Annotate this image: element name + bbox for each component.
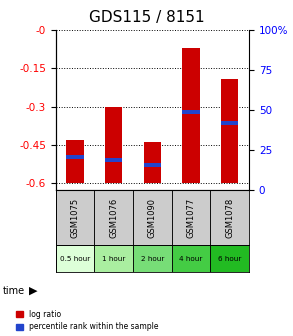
- Text: GSM1075: GSM1075: [71, 198, 79, 238]
- Bar: [210, 191, 249, 245]
- Text: GDS115 / 8151: GDS115 / 8151: [89, 10, 204, 25]
- Text: 6 hour: 6 hour: [218, 256, 241, 261]
- Bar: [172, 191, 210, 245]
- Text: 1 hour: 1 hour: [102, 256, 125, 261]
- Bar: [66, 155, 84, 159]
- Text: 2 hour: 2 hour: [141, 256, 164, 261]
- Bar: [144, 142, 161, 183]
- Text: 0.5 hour: 0.5 hour: [60, 256, 90, 261]
- Text: 4 hour: 4 hour: [179, 256, 203, 261]
- Text: ▶: ▶: [29, 286, 38, 296]
- Bar: [133, 245, 172, 272]
- Bar: [133, 191, 172, 245]
- Bar: [56, 191, 94, 245]
- Bar: [172, 245, 210, 272]
- Bar: [94, 191, 133, 245]
- Bar: [105, 107, 122, 183]
- Bar: [66, 139, 84, 183]
- Bar: [182, 110, 200, 114]
- Text: GSM1077: GSM1077: [187, 198, 195, 238]
- Legend: log ratio, percentile rank within the sample: log ratio, percentile rank within the sa…: [16, 309, 160, 332]
- Bar: [144, 163, 161, 167]
- Text: GSM1076: GSM1076: [109, 198, 118, 238]
- Bar: [221, 121, 239, 125]
- Text: GSM1090: GSM1090: [148, 198, 157, 238]
- Bar: [182, 48, 200, 183]
- Bar: [210, 245, 249, 272]
- Bar: [105, 158, 122, 162]
- Bar: [221, 79, 239, 183]
- Bar: [56, 245, 94, 272]
- Text: time: time: [3, 286, 25, 296]
- Bar: [94, 245, 133, 272]
- Text: GSM1078: GSM1078: [225, 198, 234, 238]
